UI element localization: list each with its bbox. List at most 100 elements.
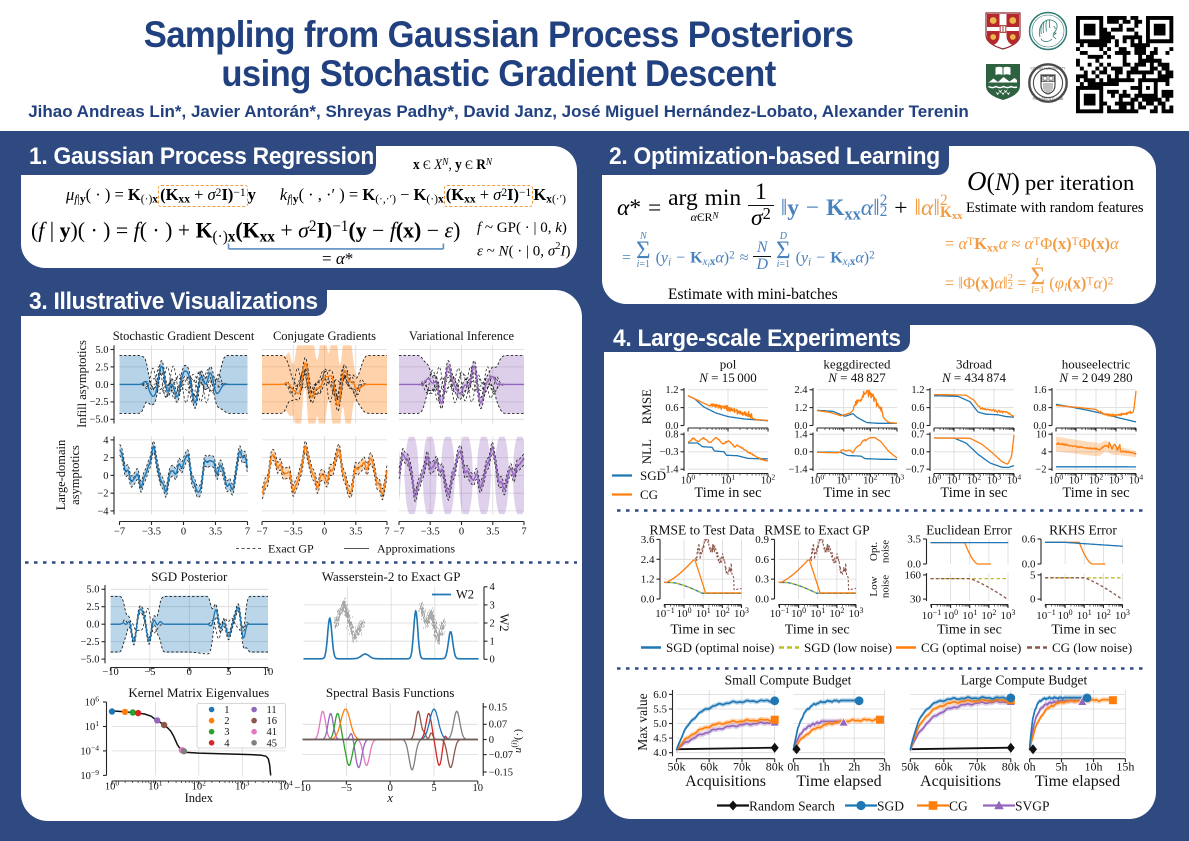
svg-text:3.5: 3.5 bbox=[209, 527, 222, 538]
svg-text:5.0: 5.0 bbox=[653, 718, 667, 730]
svg-text:3.5: 3.5 bbox=[486, 527, 499, 538]
svg-text:10: 10 bbox=[473, 783, 484, 794]
svg-text:Euclidean Error: Euclidean Error bbox=[926, 523, 1012, 538]
svg-text:4.5: 4.5 bbox=[653, 733, 667, 745]
svg-text:4: 4 bbox=[224, 738, 230, 749]
svg-text:−5.0: −5.0 bbox=[80, 655, 99, 666]
svg-text:SGD (low noise): SGD (low noise) bbox=[804, 640, 892, 655]
svg-text:Variational Inference: Variational Inference bbox=[409, 329, 515, 343]
svg-text:101: 101 bbox=[85, 719, 100, 733]
svg-text:3h: 3h bbox=[879, 760, 891, 774]
svg-text:SGD (optimal noise): SGD (optimal noise) bbox=[666, 640, 774, 655]
svg-text:6.0: 6.0 bbox=[653, 689, 667, 701]
svg-text:0.0: 0.0 bbox=[86, 620, 99, 631]
svg-text:41: 41 bbox=[267, 727, 278, 738]
svg-text:3.5: 3.5 bbox=[907, 534, 921, 546]
svg-text:3.6: 3.6 bbox=[641, 534, 655, 546]
svg-text:−7: −7 bbox=[256, 527, 267, 538]
svg-text:10: 10 bbox=[263, 667, 274, 678]
svg-text:CORNELL UNIVERSITY: CORNELL UNIVERSITY bbox=[1031, 66, 1067, 70]
svg-text:noise: noise bbox=[880, 540, 892, 563]
svg-text:3droad: 3droad bbox=[956, 357, 993, 372]
svg-text:5.0: 5.0 bbox=[86, 585, 99, 596]
svg-text:0.8: 0.8 bbox=[1033, 403, 1046, 414]
svg-text:7: 7 bbox=[521, 527, 526, 538]
svg-text:−7: −7 bbox=[114, 527, 125, 538]
svg-text:10−9: 10−9 bbox=[80, 768, 99, 782]
svg-text:101: 101 bbox=[1077, 608, 1092, 622]
svg-text:SGD: SGD bbox=[877, 798, 904, 813]
svg-text:−0.15: −0.15 bbox=[489, 767, 513, 778]
svg-text:1: 1 bbox=[490, 637, 495, 648]
svg-text:60k: 60k bbox=[935, 760, 953, 774]
svg-text:keggdirected: keggdirected bbox=[823, 357, 891, 372]
svg-text:SGD: SGD bbox=[640, 468, 666, 483]
svg-text:106: 106 bbox=[85, 694, 100, 708]
svg-text:0.15: 0.15 bbox=[489, 702, 507, 713]
svg-text:101: 101 bbox=[148, 779, 163, 793]
svg-text:u(i)(·): u(i)(·) bbox=[510, 729, 524, 753]
svg-text:10: 10 bbox=[1036, 430, 1047, 441]
svg-text:Small Compute Budget: Small Compute Budget bbox=[725, 673, 852, 688]
svg-text:102: 102 bbox=[1096, 608, 1111, 622]
svg-text:0: 0 bbox=[187, 667, 192, 678]
svg-text:1.2: 1.2 bbox=[641, 574, 655, 586]
svg-text:103: 103 bbox=[235, 779, 250, 793]
svg-text:Index: Index bbox=[185, 791, 214, 805]
svg-text:5.5: 5.5 bbox=[653, 704, 667, 716]
svg-text:102: 102 bbox=[715, 606, 730, 620]
svg-text:5: 5 bbox=[1030, 570, 1036, 582]
svg-text:RKHS Error: RKHS Error bbox=[1049, 523, 1117, 538]
svg-text:SVGP: SVGP bbox=[1015, 798, 1050, 813]
svg-text:101: 101 bbox=[696, 606, 711, 620]
svg-text:10−1: 10−1 bbox=[922, 608, 941, 622]
svg-text:0.0: 0.0 bbox=[665, 421, 678, 432]
svg-text:2.4: 2.4 bbox=[794, 385, 808, 396]
svg-text:−3.5: −3.5 bbox=[421, 527, 440, 538]
svg-text:1.4: 1.4 bbox=[794, 430, 808, 441]
svg-text:0.07: 0.07 bbox=[489, 720, 507, 731]
svg-text:0: 0 bbox=[103, 471, 108, 482]
svg-text:102: 102 bbox=[829, 606, 844, 620]
svg-text:NLL: NLL bbox=[639, 439, 654, 464]
svg-text:−0.07: −0.07 bbox=[489, 750, 513, 761]
svg-text:Large-domain: Large-domain bbox=[54, 439, 68, 510]
svg-text:0.6: 0.6 bbox=[755, 554, 769, 566]
svg-text:10−1: 10−1 bbox=[655, 606, 674, 620]
svg-text:0: 0 bbox=[490, 655, 495, 666]
svg-text:RMSE: RMSE bbox=[639, 389, 654, 424]
svg-text:50k: 50k bbox=[901, 760, 919, 774]
svg-text:Time elapsed: Time elapsed bbox=[1035, 773, 1120, 790]
svg-text:11: 11 bbox=[267, 705, 277, 716]
svg-text:80k: 80k bbox=[1002, 760, 1020, 774]
svg-text:4: 4 bbox=[1041, 447, 1047, 458]
svg-text:2: 2 bbox=[103, 453, 108, 464]
svg-text:0.0: 0.0 bbox=[1022, 559, 1036, 571]
svg-text:100: 100 bbox=[681, 473, 696, 487]
svg-text:2: 2 bbox=[224, 716, 229, 727]
svg-text:0.0: 0.0 bbox=[794, 421, 807, 432]
svg-text:100: 100 bbox=[1049, 473, 1064, 487]
svg-text:CG: CG bbox=[949, 798, 968, 813]
svg-text:0.0: 0.0 bbox=[911, 421, 924, 432]
svg-text:0.9: 0.9 bbox=[755, 534, 769, 546]
svg-text:noise: noise bbox=[880, 575, 892, 598]
svg-text:Opt.: Opt. bbox=[868, 542, 880, 562]
svg-text:RMSE to Exact GP: RMSE to Exact GP bbox=[764, 523, 869, 538]
svg-text:pol: pol bbox=[720, 357, 737, 372]
svg-text:0h: 0h bbox=[787, 760, 799, 774]
svg-text:70k: 70k bbox=[968, 760, 986, 774]
svg-text:102: 102 bbox=[761, 473, 776, 487]
svg-text:−5.0: −5.0 bbox=[89, 415, 108, 426]
svg-text:0.0: 0.0 bbox=[911, 447, 924, 458]
svg-text:4: 4 bbox=[490, 582, 496, 593]
svg-text:0: 0 bbox=[388, 783, 393, 794]
svg-text:0.8: 0.8 bbox=[665, 430, 678, 441]
svg-text:Kernel Matrix Eigenvalues: Kernel Matrix Eigenvalues bbox=[128, 685, 269, 700]
svg-text:102: 102 bbox=[981, 608, 996, 622]
svg-text:103: 103 bbox=[1001, 608, 1016, 622]
svg-text:101: 101 bbox=[810, 606, 825, 620]
svg-text:104: 104 bbox=[1129, 473, 1144, 487]
svg-text:5h: 5h bbox=[1056, 760, 1068, 774]
svg-text:−3.5: −3.5 bbox=[284, 527, 303, 538]
